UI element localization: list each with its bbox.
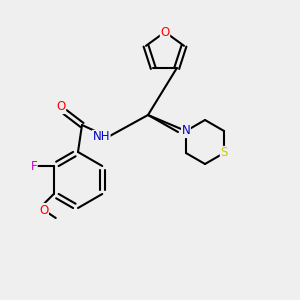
Text: NH: NH <box>92 130 110 143</box>
Text: O: O <box>56 100 66 113</box>
Text: S: S <box>220 146 228 160</box>
Text: O: O <box>39 203 48 217</box>
Text: O: O <box>160 26 169 38</box>
Text: F: F <box>30 160 37 172</box>
Text: N: N <box>182 124 190 137</box>
